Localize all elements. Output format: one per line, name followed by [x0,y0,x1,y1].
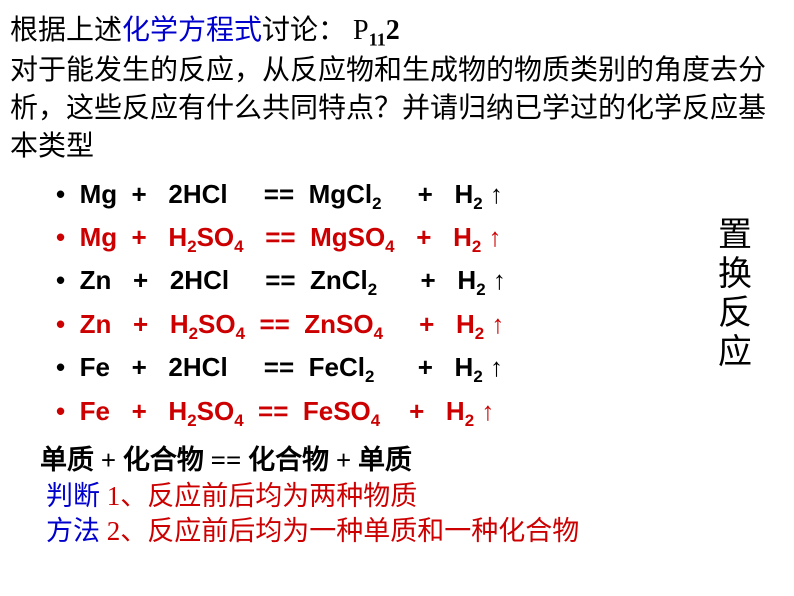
equation-1: • Mg + 2HCl == MgCl2 + H2 ↑ [56,174,794,217]
eq4-s0: 2 [189,324,198,343]
side-label: 置 换 反 应 [718,216,752,372]
eq1-a: Mg + 2HCl == MgCl [80,179,373,209]
side-c2: 换 [718,255,752,294]
intro-block: 根据上述化学方程式讨论： P112 对于能发生的反应，从反应物和生成物的物质类别… [0,0,794,166]
eq1-s2: 2 [473,194,482,213]
eq1-s1: 2 [372,194,381,213]
eq4-e: == ZnSO [245,309,374,339]
eq2-e: == MgSO [244,222,386,252]
judge-row-1: 判断 1、反应前后均为两种物质 [46,479,794,514]
eq6-s0: 2 [187,411,196,430]
eq6-s1: 4 [234,411,243,430]
eq5-a: Fe + 2HCl == FeCl [80,352,365,382]
equation-list: • Mg + 2HCl == MgCl2 + H2 ↑ • Mg + H2SO4… [0,166,794,434]
equation-5: • Fe + 2HCl == FeCl2 + H2 ↑ [56,347,794,390]
summary-line: 单质 + 化合物 == 化合物 + 单质 [0,438,794,477]
eq3-s2: 2 [476,281,485,300]
judge-label-1: 判断 [46,481,100,511]
eq2-s2: 2 [472,237,481,256]
eq6-m: SO [197,396,235,426]
eq6-e: == FeSO [244,396,371,426]
eq3-b: + H [377,265,476,295]
eq3-s1: 2 [368,281,377,300]
eq4-s2: 2 [475,324,484,343]
equation-6: • Fe + H2SO4 == FeSO4 + H2 ↑ [56,391,794,434]
eq2-s: 4 [385,237,394,256]
eq4-m: SO [198,309,236,339]
judge-block: 判断 1、反应前后均为两种物质 方法 2、反应前后均为一种单质和一种化合物 [0,479,794,549]
eq5-ar: ↑ [483,352,503,382]
eq4-ar: ↑ [484,309,504,339]
equation-2: • Mg + H2SO4 == MgSO4 + H2 ↑ [56,217,794,260]
eq6-t: + H [380,396,465,426]
judge-line-1: 1、反应前后均为两种物质 [100,481,417,511]
eq6-s: 4 [371,411,380,430]
eq4-s: 4 [374,324,383,343]
judge-row-2: 方法 2、反应前后均为一种单质和一种化合物 [46,514,794,549]
eq5-s1: 2 [365,367,374,386]
judge-label-2: 方法 [46,516,100,546]
eq4-s1: 4 [236,324,245,343]
eq3-ar: ↑ [486,265,506,295]
eq2-t: + H [395,222,472,252]
side-c1: 置 [718,216,752,255]
judge-line-2: 2、反应前后均为一种单质和一种化合物 [100,516,579,546]
intro-blue: 化学方程式 [122,15,262,46]
intro-line2: 对于能发生的反应，从反应物和生成物的物质类别的角度去分析，这些反应有什么共同特点… [10,52,784,165]
eq6-a: Fe + H [80,396,188,426]
eq3-a: Zn + 2HCl == ZnCl [80,265,368,295]
eq6-ar: ↑ [474,396,494,426]
eq4-a: Zn + H [80,309,189,339]
eq5-s2: 2 [473,367,482,386]
eq2-m: SO [197,222,235,252]
equation-3: • Zn + 2HCl == ZnCl2 + H2 ↑ [56,260,794,303]
intro-text-3: 讨论： P [262,15,369,46]
equation-4: • Zn + H2SO4 == ZnSO4 + H2 ↑ [56,304,794,347]
eq2-a: Mg + H [80,222,188,252]
intro-pnum: 2 [386,15,400,46]
eq6-s2: 2 [465,411,474,430]
eq5-b: + H [374,352,473,382]
eq2-ar: ↑ [481,222,501,252]
intro-psub: 11 [369,30,386,50]
side-c4: 应 [718,333,752,372]
side-c3: 反 [718,294,752,333]
eq2-s1: 4 [234,237,243,256]
intro-text-1: 根据上述 [10,15,122,46]
eq4-t: + H [383,309,475,339]
eq1-ar: ↑ [483,179,503,209]
eq2-s0: 2 [187,237,196,256]
eq1-b: + H [382,179,474,209]
